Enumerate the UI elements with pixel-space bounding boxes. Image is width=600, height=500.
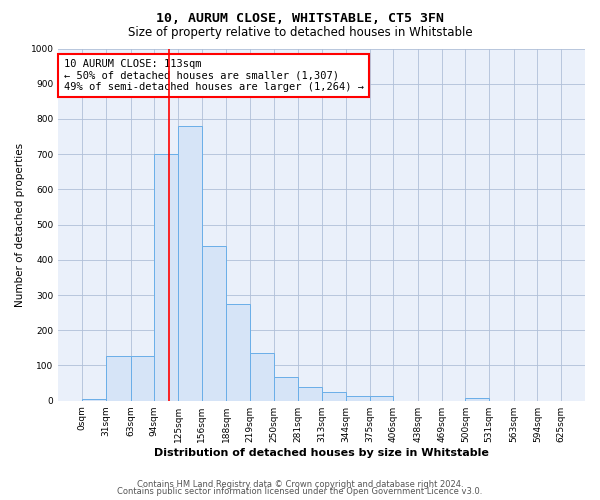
Bar — [178, 126, 202, 400]
Bar — [106, 356, 131, 401]
Bar — [154, 154, 178, 400]
Bar — [82, 399, 106, 400]
Bar — [202, 246, 226, 400]
Bar — [226, 304, 250, 400]
Bar — [370, 396, 394, 400]
Bar — [346, 396, 370, 400]
Text: 10 AURUM CLOSE: 113sqm
← 50% of detached houses are smaller (1,307)
49% of semi-: 10 AURUM CLOSE: 113sqm ← 50% of detached… — [64, 59, 364, 92]
Bar — [298, 388, 322, 400]
X-axis label: Distribution of detached houses by size in Whitstable: Distribution of detached houses by size … — [154, 448, 489, 458]
Bar — [466, 398, 489, 400]
Bar — [250, 353, 274, 401]
Y-axis label: Number of detached properties: Number of detached properties — [15, 142, 25, 306]
Text: Contains public sector information licensed under the Open Government Licence v3: Contains public sector information licen… — [118, 487, 482, 496]
Bar — [322, 392, 346, 400]
Bar — [274, 377, 298, 400]
Text: Size of property relative to detached houses in Whitstable: Size of property relative to detached ho… — [128, 26, 472, 39]
Text: Contains HM Land Registry data © Crown copyright and database right 2024.: Contains HM Land Registry data © Crown c… — [137, 480, 463, 489]
Text: 10, AURUM CLOSE, WHITSTABLE, CT5 3FN: 10, AURUM CLOSE, WHITSTABLE, CT5 3FN — [156, 12, 444, 26]
Bar — [131, 356, 154, 401]
